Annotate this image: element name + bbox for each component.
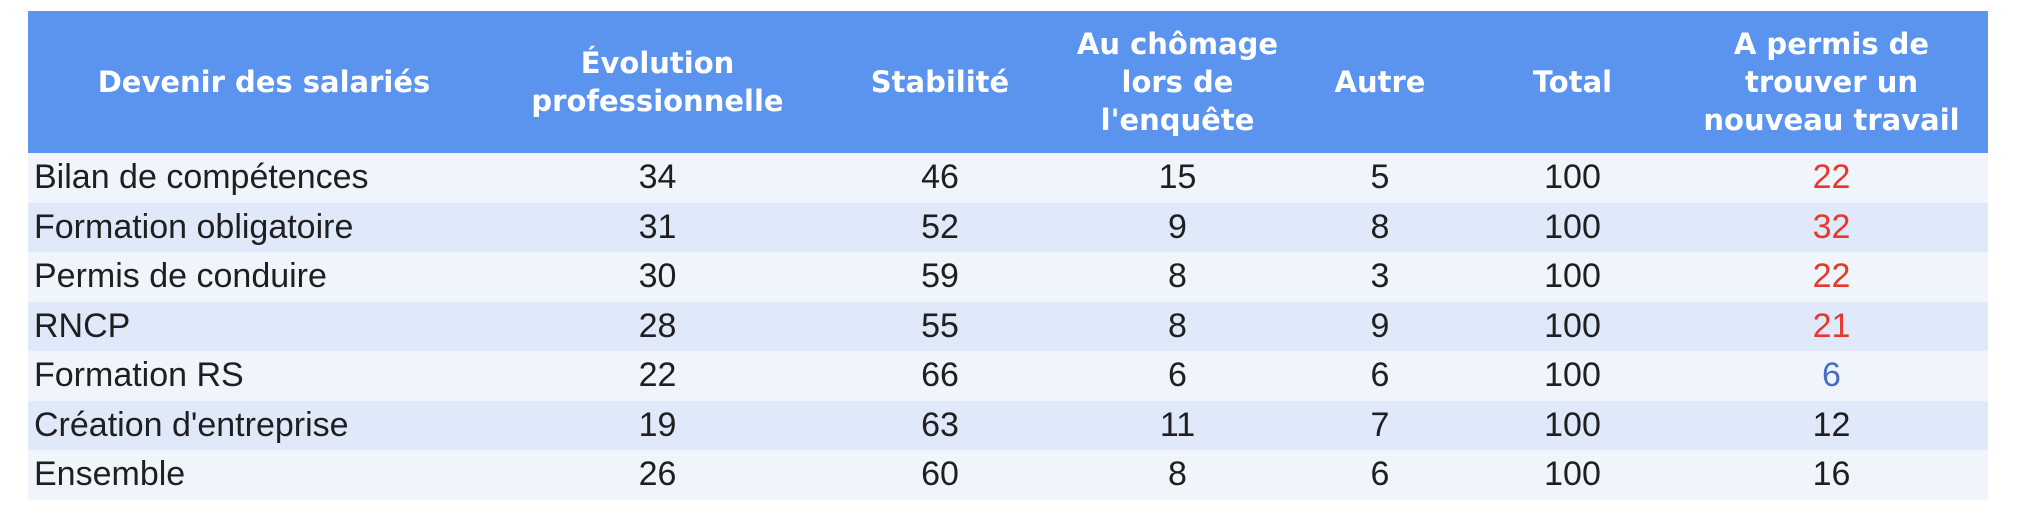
cell-autre: 8 (1290, 202, 1470, 252)
cell-evolution: 31 (500, 202, 815, 252)
cell-stabilite: 66 (815, 351, 1065, 401)
cell-stabilite: 59 (815, 252, 1065, 302)
cell-total: 100 (1470, 450, 1675, 500)
cell-total: 100 (1470, 301, 1675, 351)
devenir-des-salaries-table: Devenir des salariés Évolution professio… (28, 11, 1988, 500)
header-line: A permis de (1733, 27, 1930, 61)
cell-evolution: 30 (500, 252, 815, 302)
table-row-ensemble: Ensemble 26 60 8 6 100 16 (28, 450, 1988, 500)
header-line: l'enquête (1100, 103, 1255, 137)
column-header-evolution-professionnelle: Évolution professionnelle (500, 11, 815, 153)
column-header-stabilite: Stabilité (815, 11, 1065, 153)
header-line: Au chômage (1076, 27, 1279, 61)
cell-autre: 3 (1290, 252, 1470, 302)
column-header-devenir-des-salaries: Devenir des salariés (28, 11, 500, 153)
header-line: nouveau travail (1703, 103, 1960, 137)
cell-total: 100 (1470, 351, 1675, 401)
row-label: Permis de conduire (28, 252, 500, 302)
column-header-au-chomage: Au chômage lors de l'enquête (1065, 11, 1290, 153)
table-row-permis-de-conduire: Permis de conduire 30 59 8 3 100 22 (28, 252, 1988, 302)
table-row-creation-entreprise: Création d'entreprise 19 63 11 7 100 12 (28, 400, 1988, 450)
cell-autre: 5 (1290, 153, 1470, 203)
table-header: Devenir des salariés Évolution professio… (28, 11, 1988, 153)
header-line: Devenir des salariés (97, 65, 431, 99)
cell-nouveau-travail: 21 (1675, 301, 1988, 351)
column-header-nouveau-travail: A permis de trouver un nouveau travail (1675, 11, 1988, 153)
cell-total: 100 (1470, 153, 1675, 203)
cell-total: 100 (1470, 400, 1675, 450)
cell-total: 100 (1470, 252, 1675, 302)
cell-nouveau-travail: 22 (1675, 153, 1988, 203)
cell-evolution: 19 (500, 400, 815, 450)
header-line: Autre (1334, 65, 1426, 99)
cell-chomage: 8 (1065, 450, 1290, 500)
table-row-bilan-de-competences: Bilan de compétences 34 46 15 5 100 22 (28, 153, 1988, 203)
cell-nouveau-travail: 6 (1675, 351, 1988, 401)
cell-evolution: 34 (500, 153, 815, 203)
table-body: Bilan de compétences 34 46 15 5 100 22 F… (28, 153, 1988, 500)
row-label: RNCP (28, 301, 500, 351)
cell-chomage: 9 (1065, 202, 1290, 252)
cell-stabilite: 52 (815, 202, 1065, 252)
header-line: professionnelle (531, 84, 784, 118)
table-row-formation-obligatoire: Formation obligatoire 31 52 9 8 100 32 (28, 202, 1988, 252)
cell-stabilite: 46 (815, 153, 1065, 203)
cell-nouveau-travail: 12 (1675, 400, 1988, 450)
cell-evolution: 28 (500, 301, 815, 351)
column-header-autre: Autre (1290, 11, 1470, 153)
header-line: Total (1532, 65, 1613, 99)
cell-evolution: 26 (500, 450, 815, 500)
header-line: trouver un (1745, 65, 1918, 99)
row-label: Ensemble (28, 450, 500, 500)
header-line: Stabilité (870, 65, 1010, 99)
table-row-rncp: RNCP 28 55 8 9 100 21 (28, 301, 1988, 351)
cell-chomage: 6 (1065, 351, 1290, 401)
row-label: Création d'entreprise (28, 400, 500, 450)
cell-chomage: 11 (1065, 400, 1290, 450)
column-header-total: Total (1470, 11, 1675, 153)
cell-total: 100 (1470, 202, 1675, 252)
cell-nouveau-travail: 16 (1675, 450, 1988, 500)
header-row: Devenir des salariés Évolution professio… (28, 11, 1988, 153)
cell-nouveau-travail: 22 (1675, 252, 1988, 302)
cell-chomage: 8 (1065, 252, 1290, 302)
cell-chomage: 15 (1065, 153, 1290, 203)
table-row-formation-rs: Formation RS 22 66 6 6 100 6 (28, 351, 1988, 401)
cell-chomage: 8 (1065, 301, 1290, 351)
cell-autre: 7 (1290, 400, 1470, 450)
cell-evolution: 22 (500, 351, 815, 401)
cell-stabilite: 55 (815, 301, 1065, 351)
cell-autre: 6 (1290, 351, 1470, 401)
row-label: Formation RS (28, 351, 500, 401)
cell-stabilite: 63 (815, 400, 1065, 450)
cell-autre: 9 (1290, 301, 1470, 351)
row-label: Formation obligatoire (28, 202, 500, 252)
header-line: Évolution (580, 46, 735, 80)
cell-autre: 6 (1290, 450, 1470, 500)
cell-stabilite: 60 (815, 450, 1065, 500)
row-label: Bilan de compétences (28, 153, 500, 203)
header-line: lors de (1121, 65, 1234, 99)
cell-nouveau-travail: 32 (1675, 202, 1988, 252)
